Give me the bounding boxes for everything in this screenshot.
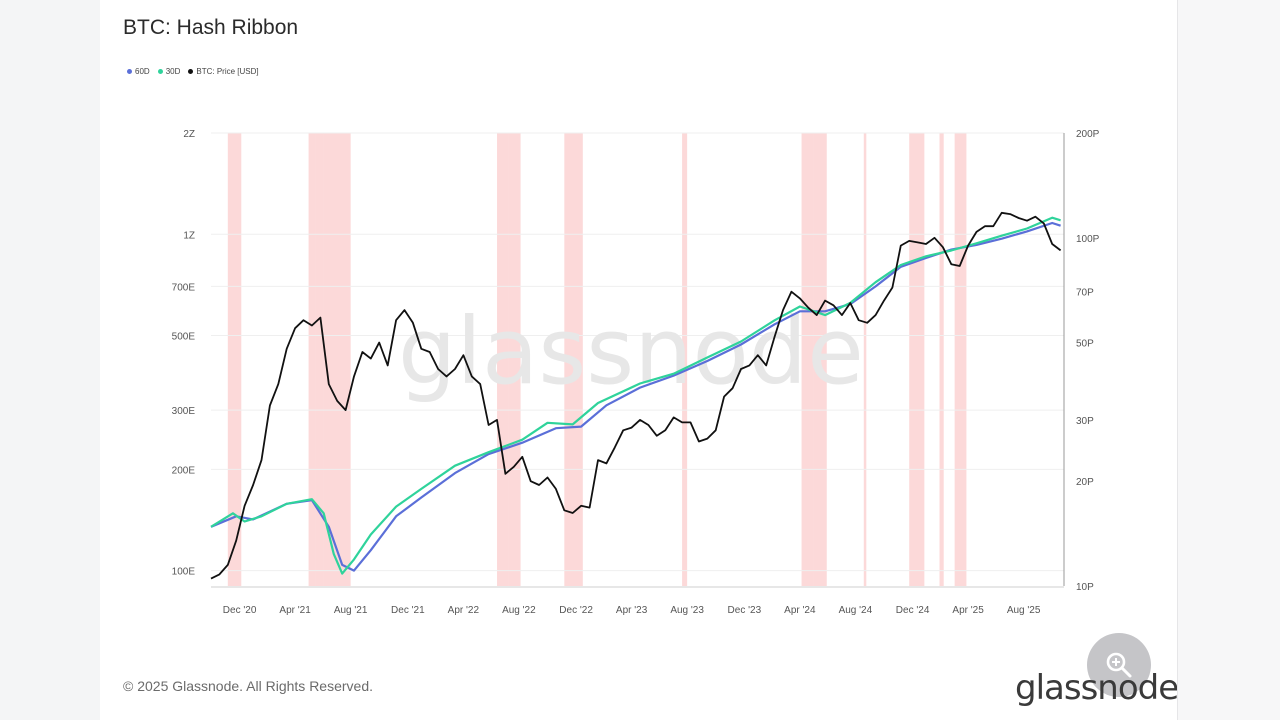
- x-axis-tick-label: Apr '24: [784, 605, 816, 616]
- capitulation-band: [564, 133, 583, 586]
- series-lines: [210, 211, 1062, 580]
- left-axis-tick-label: 300E: [172, 406, 196, 417]
- capitulation-bands: [227, 133, 967, 586]
- x-axis-tick-label: Aug '22: [502, 605, 536, 616]
- hash-ribbon-chart[interactable]: glassnode 2Z 1Z 700E 500E 300E 200E 100E 200P 10…: [100, 0, 1177, 720]
- right-axis-tick-label: 50P: [1076, 339, 1094, 350]
- x-axis-tick-label: Dec '21: [391, 605, 425, 616]
- x-axis-tick-label: Dec '24: [896, 605, 930, 616]
- x-axis-tick-label: Dec '22: [559, 605, 593, 616]
- x-axis-tick-label: Aug '25: [1007, 605, 1041, 616]
- page-gutter: [1177, 0, 1280, 720]
- legend-dot-60d: [127, 69, 132, 74]
- axes: 2Z 1Z 700E 500E 300E 200E 100E 200P 100P 70P 50P 30…: [172, 129, 1100, 616]
- capitulation-band: [801, 133, 814, 586]
- x-axis-tick-label: Aug '24: [839, 605, 873, 616]
- capitulation-band: [315, 133, 324, 586]
- capitulation-band: [682, 133, 688, 586]
- x-axis-tick-label: Dec '23: [728, 605, 762, 616]
- left-axis-tick-label: 100E: [172, 567, 196, 578]
- capitulation-band: [227, 133, 242, 586]
- chart-legend: 60D 30D BTC: Price [USD]: [127, 67, 259, 76]
- x-axis-tick-label: Dec '20: [223, 605, 257, 616]
- series-line-btc-price-usd: [210, 211, 1062, 580]
- right-axis-tick-label: 200P: [1076, 129, 1100, 140]
- legend-dot-30d: [157, 69, 163, 74]
- capitulation-band: [909, 133, 925, 586]
- zoom-button[interactable]: [1087, 633, 1151, 697]
- legend-item-30d[interactable]: 30D: [157, 67, 181, 76]
- left-axis-tick-label: 200E: [172, 465, 196, 476]
- x-axis-tick-label: Apr '21: [279, 605, 311, 616]
- capitulation-band: [954, 133, 967, 586]
- right-axis-tick-label: 70P: [1076, 288, 1094, 299]
- right-axis-tick-label: 30P: [1076, 416, 1094, 427]
- copyright-text: © 2025 Glassnode. All Rights Reserved.: [123, 678, 374, 694]
- x-axis-tick-label: Apr '22: [448, 605, 480, 616]
- x-axis-tick-label: Apr '23: [616, 605, 648, 616]
- capitulation-band: [508, 133, 521, 586]
- left-axis-tick-label: 2Z: [183, 129, 195, 140]
- capitulation-band: [863, 133, 867, 586]
- legend-label-price: BTC: Price [USD]: [196, 67, 259, 76]
- gridlines: [211, 132, 1064, 572]
- chart-title: BTC: Hash Ribbon: [123, 16, 299, 39]
- x-axis-tick-label: Aug '23: [670, 605, 704, 616]
- capitulation-band: [939, 133, 944, 586]
- legend-item-60d[interactable]: 60D: [127, 67, 150, 76]
- legend-label-30d: 30D: [165, 67, 181, 76]
- left-axis-tick-label: 1Z: [183, 230, 195, 241]
- x-axis-tick-label: Apr '25: [952, 605, 984, 616]
- capitulation-band: [813, 133, 827, 586]
- left-axis-tick-label: 700E: [172, 282, 196, 293]
- left-axis-tick-label: 500E: [172, 332, 196, 343]
- legend-label-60d: 60D: [135, 67, 150, 76]
- capitulation-band: [323, 133, 351, 586]
- zoom-in-icon: [1106, 652, 1132, 678]
- legend-item-price[interactable]: BTC: Price [USD]: [188, 67, 259, 76]
- capitulation-band: [497, 133, 509, 586]
- glassnode-logo: glassnode: [1015, 668, 1179, 708]
- right-axis-tick-label: 10P: [1076, 582, 1094, 593]
- right-axis-tick-label: 100P: [1076, 234, 1100, 245]
- right-axis-tick-label: 20P: [1076, 477, 1094, 488]
- capitulation-band: [308, 133, 316, 586]
- legend-dot-price: [188, 69, 194, 74]
- series-line-30d: [210, 216, 1061, 575]
- chart-card: BTC: Hash Ribbon 60D 30D BTC: Price [USD…: [100, 0, 1179, 720]
- x-axis-tick-label: Aug '21: [334, 605, 368, 616]
